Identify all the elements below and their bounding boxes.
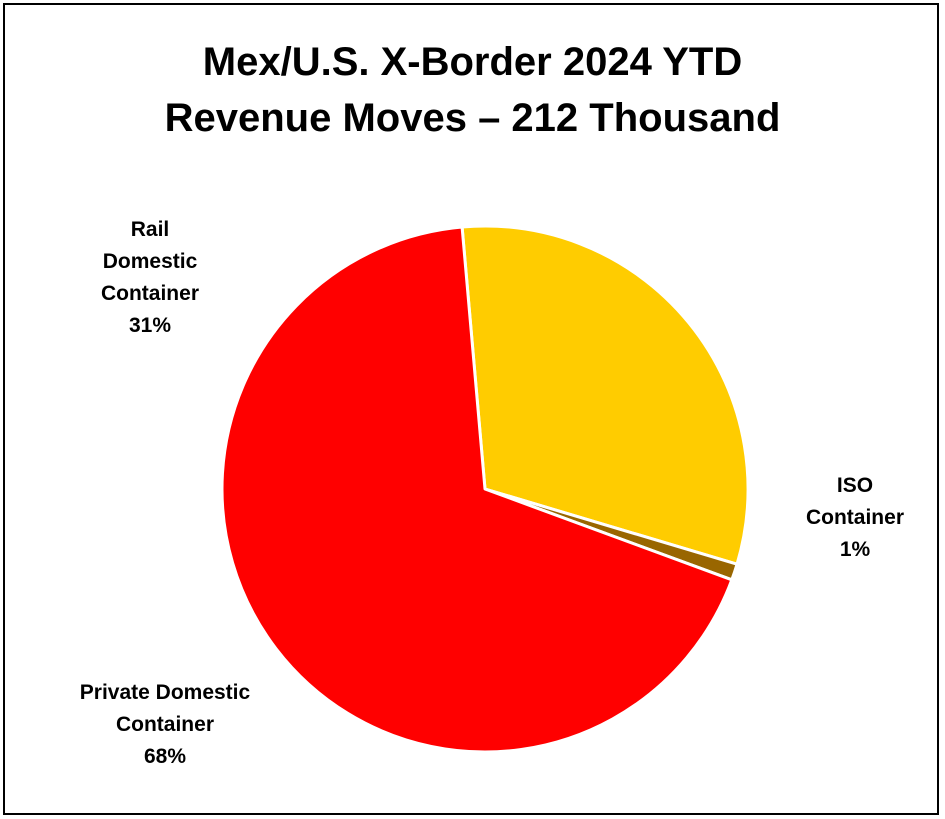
chart-title-line-2: Revenue Moves – 212 Thousand <box>164 96 781 140</box>
label-iso-container: ISO Container 1% <box>775 470 935 566</box>
label-iso-line-2: Container <box>805 506 904 529</box>
label-private-line-2: Container <box>115 713 214 736</box>
label-rail-line-3: Container <box>100 282 199 305</box>
label-private-domestic-container: Private Domestic Container 68% <box>15 677 315 773</box>
label-rail-line-2: Domestic <box>102 250 198 273</box>
label-rail-percent: 31% <box>128 314 172 337</box>
pie-slice-1 <box>460 224 750 566</box>
label-iso-line-1: ISO <box>836 474 874 497</box>
label-iso-percent: 1% <box>839 538 871 561</box>
chart-title-line-1: Mex/U.S. X-Border 2024 YTD <box>202 40 743 84</box>
label-rail-line-1: Rail <box>130 218 170 241</box>
pie-slice-3 <box>220 225 734 754</box>
label-private-percent: 68% <box>143 745 187 768</box>
chart-title: Mex/U.S. X-Border 2024 YTD Revenue Moves… <box>0 34 945 146</box>
label-rail-domestic-container: Rail Domestic Container 31% <box>60 214 240 342</box>
label-private-line-1: Private Domestic <box>79 681 251 704</box>
